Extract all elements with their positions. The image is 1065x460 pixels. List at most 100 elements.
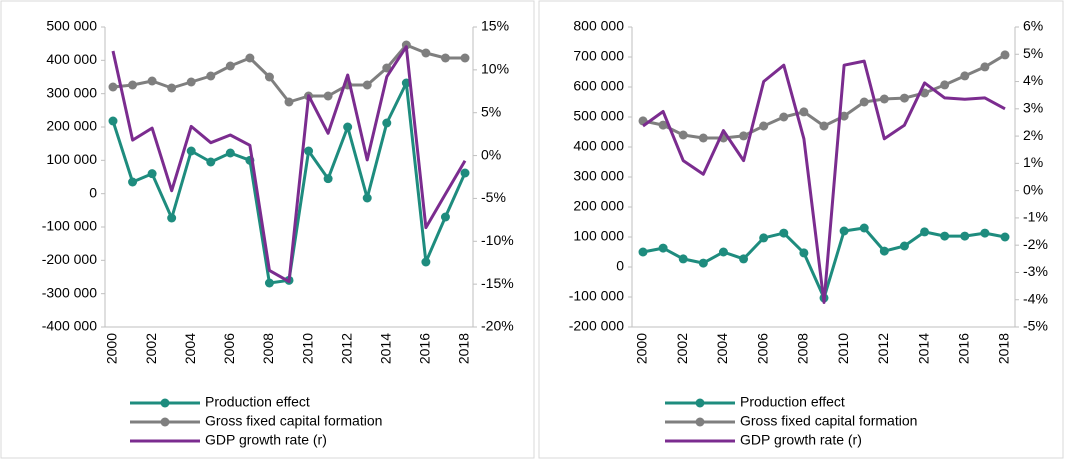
y-tick-label: 800 000	[573, 18, 624, 34]
y-tick-label: -200 000	[569, 318, 624, 334]
series-marker	[759, 233, 769, 243]
y-tick-label: -200 000	[42, 251, 97, 267]
series-marker	[401, 40, 411, 50]
y2-tick-label: 5%	[481, 103, 501, 119]
legend-label: Production effect	[205, 394, 310, 410]
y2-tick-label: -1%	[1023, 209, 1048, 225]
series-marker	[799, 107, 809, 117]
y-tick-label: 0	[89, 184, 97, 200]
panel-border	[538, 0, 1064, 459]
x-tick-label: 2004	[182, 333, 198, 364]
series-marker	[382, 63, 392, 73]
x-tick-label: 2006	[221, 333, 237, 364]
x-tick-label: 2016	[955, 333, 971, 364]
series-marker	[362, 193, 372, 203]
y2-tick-label: -4%	[1023, 290, 1048, 306]
y-tick-label: 400 000	[573, 138, 624, 154]
series-marker	[879, 94, 889, 104]
series-marker	[186, 77, 196, 87]
series-marker	[698, 133, 708, 143]
x-tick-label: 2002	[143, 333, 159, 364]
series-marker	[1000, 232, 1010, 242]
series-marker	[859, 97, 869, 107]
y2-tick-label: -2%	[1023, 236, 1048, 252]
series-marker	[264, 278, 274, 288]
series-marker	[421, 257, 431, 267]
y-tick-label: 200 000	[573, 198, 624, 214]
series-marker	[147, 169, 157, 179]
series-marker	[920, 227, 930, 237]
x-tick-label: 2012	[338, 333, 354, 364]
x-tick-label: 2010	[299, 333, 315, 364]
series-marker	[879, 246, 889, 256]
series-marker	[759, 121, 769, 131]
series-marker	[698, 258, 708, 268]
series-marker	[108, 116, 118, 126]
series-marker	[960, 71, 970, 81]
series-marker	[440, 212, 450, 222]
legend-label: Gross fixed capital formation	[740, 413, 917, 429]
series-marker	[678, 254, 688, 264]
y-tick-label: 0	[616, 258, 624, 274]
series-marker	[899, 241, 909, 251]
x-tick-label: 2014	[377, 333, 393, 364]
series-marker	[779, 112, 789, 122]
y-tick-label: -300 000	[42, 284, 97, 300]
series-marker	[779, 228, 789, 238]
y2-tick-label: 5%	[1023, 45, 1043, 61]
y-tick-label: -100 000	[569, 288, 624, 304]
series-line	[642, 59, 1006, 304]
y-tick-label: 300 000	[46, 84, 97, 100]
series-marker	[739, 254, 749, 264]
series-marker	[108, 82, 118, 92]
series-marker	[206, 71, 216, 81]
legend-label: Production effect	[740, 394, 845, 410]
series-marker	[128, 177, 138, 187]
series-marker	[839, 111, 849, 121]
series-marker	[940, 80, 950, 90]
x-tick-label: 2004	[714, 333, 730, 364]
series-marker	[284, 97, 294, 107]
series-marker	[460, 168, 470, 178]
x-tick-label: 2016	[417, 333, 433, 364]
series-marker	[186, 146, 196, 156]
series-marker	[206, 157, 216, 167]
y2-tick-label: -3%	[1023, 263, 1048, 279]
series-marker	[128, 80, 138, 90]
y2-tick-label: -10%	[481, 232, 514, 248]
y2-tick-label: 3%	[1023, 100, 1043, 116]
y2-tick-label: 0%	[481, 146, 501, 162]
series-marker	[658, 243, 668, 253]
panel-border	[0, 0, 535, 459]
series-marker	[718, 247, 728, 257]
series-marker	[460, 53, 470, 63]
series-marker	[343, 122, 353, 132]
x-tick-label: 2014	[915, 333, 931, 364]
series-marker	[859, 223, 869, 233]
x-tick-label: 2012	[875, 333, 891, 364]
y-tick-label: 100 000	[573, 228, 624, 244]
series-marker	[980, 228, 990, 238]
y2-tick-label: 2%	[1023, 127, 1043, 143]
series-marker	[362, 80, 372, 90]
series-marker	[960, 231, 970, 241]
series-marker	[980, 62, 990, 72]
legend-label: GDP growth rate (r)	[740, 432, 862, 448]
x-tick-label: 2008	[795, 333, 811, 364]
series-marker	[245, 53, 255, 63]
y-tick-label: 500 000	[573, 108, 624, 124]
series-marker	[799, 248, 809, 258]
y-tick-label: 100 000	[46, 151, 97, 167]
y-tick-label: 600 000	[573, 78, 624, 94]
y-tick-label: -100 000	[42, 218, 97, 234]
y-tick-label: 200 000	[46, 118, 97, 134]
y2-tick-label: 1%	[1023, 154, 1043, 170]
series-line	[111, 45, 467, 284]
x-tick-label: 2002	[674, 333, 690, 364]
legend-marker	[695, 398, 705, 408]
y2-tick-label: 10%	[481, 61, 509, 77]
series-marker	[839, 226, 849, 236]
legend-label: GDP growth rate (r)	[205, 432, 327, 448]
